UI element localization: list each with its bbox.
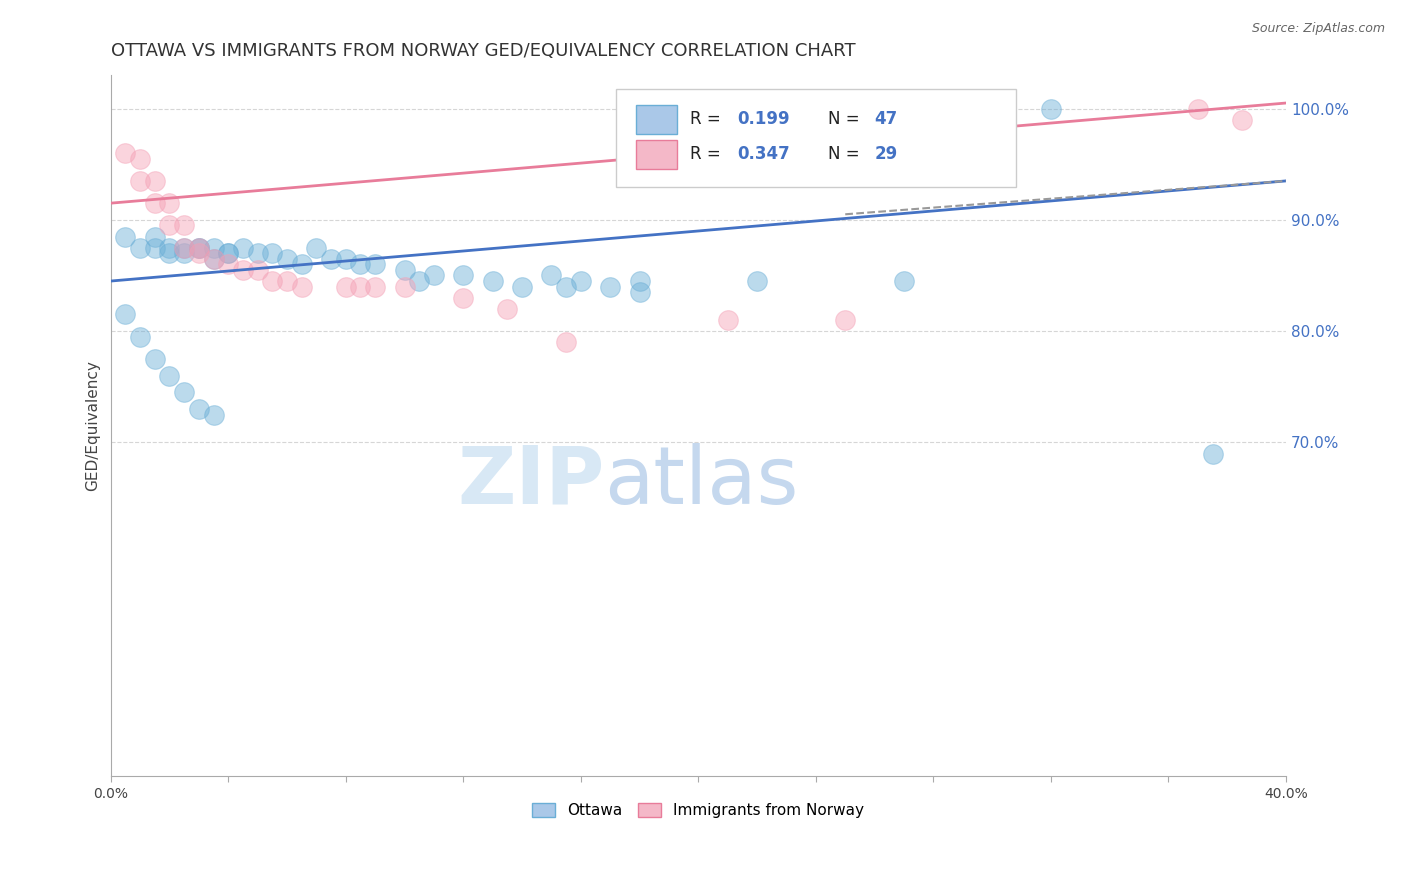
- Point: [129, 329, 152, 343]
- Point: [159, 196, 181, 211]
- Point: [1230, 112, 1253, 127]
- Point: [202, 252, 225, 266]
- Point: [364, 257, 387, 271]
- Point: [129, 152, 152, 166]
- FancyBboxPatch shape: [636, 140, 678, 169]
- Point: [202, 241, 225, 255]
- Point: [717, 313, 740, 327]
- Point: [129, 174, 152, 188]
- Point: [555, 335, 578, 350]
- Point: [540, 268, 562, 283]
- Point: [202, 408, 225, 422]
- Point: [187, 241, 209, 255]
- Text: R =: R =: [690, 111, 725, 128]
- Point: [335, 252, 357, 266]
- Point: [510, 279, 533, 293]
- Point: [834, 313, 856, 327]
- Point: [173, 385, 195, 400]
- Point: [114, 146, 136, 161]
- Point: [1201, 446, 1223, 460]
- Point: [276, 274, 298, 288]
- Point: [453, 291, 475, 305]
- Point: [217, 246, 239, 260]
- Text: 0.199: 0.199: [737, 111, 790, 128]
- Text: N =: N =: [828, 111, 865, 128]
- Point: [349, 279, 371, 293]
- Text: 29: 29: [875, 145, 898, 163]
- Text: 47: 47: [875, 111, 898, 128]
- Text: ZIP: ZIP: [457, 442, 605, 521]
- Y-axis label: GED/Equivalency: GED/Equivalency: [86, 360, 100, 491]
- Point: [453, 268, 475, 283]
- Point: [173, 219, 195, 233]
- Point: [187, 241, 209, 255]
- Text: R =: R =: [690, 145, 725, 163]
- Point: [291, 279, 314, 293]
- Point: [1187, 102, 1209, 116]
- Point: [114, 307, 136, 321]
- Text: atlas: atlas: [605, 442, 799, 521]
- Point: [143, 351, 166, 366]
- Point: [364, 279, 387, 293]
- Point: [745, 274, 768, 288]
- Point: [423, 268, 446, 283]
- Point: [187, 241, 209, 255]
- Point: [408, 274, 430, 288]
- Point: [159, 219, 181, 233]
- Point: [305, 241, 328, 255]
- Point: [291, 257, 314, 271]
- Point: [202, 252, 225, 266]
- Text: 0.347: 0.347: [737, 145, 790, 163]
- Point: [599, 279, 621, 293]
- Point: [143, 174, 166, 188]
- Point: [173, 246, 195, 260]
- Point: [129, 241, 152, 255]
- Point: [187, 402, 209, 417]
- FancyBboxPatch shape: [636, 104, 678, 134]
- Point: [628, 285, 651, 300]
- Point: [569, 274, 592, 288]
- Point: [143, 196, 166, 211]
- Point: [217, 257, 239, 271]
- Point: [173, 241, 195, 255]
- Point: [143, 241, 166, 255]
- Point: [394, 263, 416, 277]
- Point: [893, 274, 915, 288]
- Point: [262, 246, 284, 260]
- Point: [159, 246, 181, 260]
- Legend: Ottawa, Immigrants from Norway: Ottawa, Immigrants from Norway: [526, 797, 870, 824]
- Point: [349, 257, 371, 271]
- Point: [496, 301, 519, 316]
- Point: [1039, 102, 1062, 116]
- Point: [159, 241, 181, 255]
- Point: [232, 263, 254, 277]
- Point: [262, 274, 284, 288]
- Point: [246, 263, 269, 277]
- Point: [246, 246, 269, 260]
- Point: [276, 252, 298, 266]
- Text: N =: N =: [828, 145, 865, 163]
- Point: [173, 241, 195, 255]
- Point: [159, 368, 181, 383]
- Point: [143, 229, 166, 244]
- Point: [481, 274, 503, 288]
- Point: [217, 246, 239, 260]
- Point: [187, 246, 209, 260]
- Point: [114, 229, 136, 244]
- Text: Source: ZipAtlas.com: Source: ZipAtlas.com: [1251, 22, 1385, 36]
- Point: [319, 252, 342, 266]
- Point: [394, 279, 416, 293]
- Text: OTTAWA VS IMMIGRANTS FROM NORWAY GED/EQUIVALENCY CORRELATION CHART: OTTAWA VS IMMIGRANTS FROM NORWAY GED/EQU…: [111, 42, 855, 60]
- Point: [628, 274, 651, 288]
- FancyBboxPatch shape: [616, 89, 1015, 187]
- Point: [555, 279, 578, 293]
- Point: [335, 279, 357, 293]
- Point: [232, 241, 254, 255]
